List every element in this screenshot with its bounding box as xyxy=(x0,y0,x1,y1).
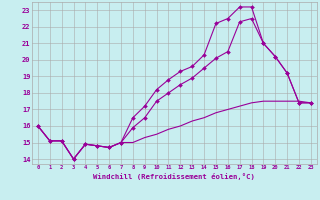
X-axis label: Windchill (Refroidissement éolien,°C): Windchill (Refroidissement éolien,°C) xyxy=(93,173,255,180)
